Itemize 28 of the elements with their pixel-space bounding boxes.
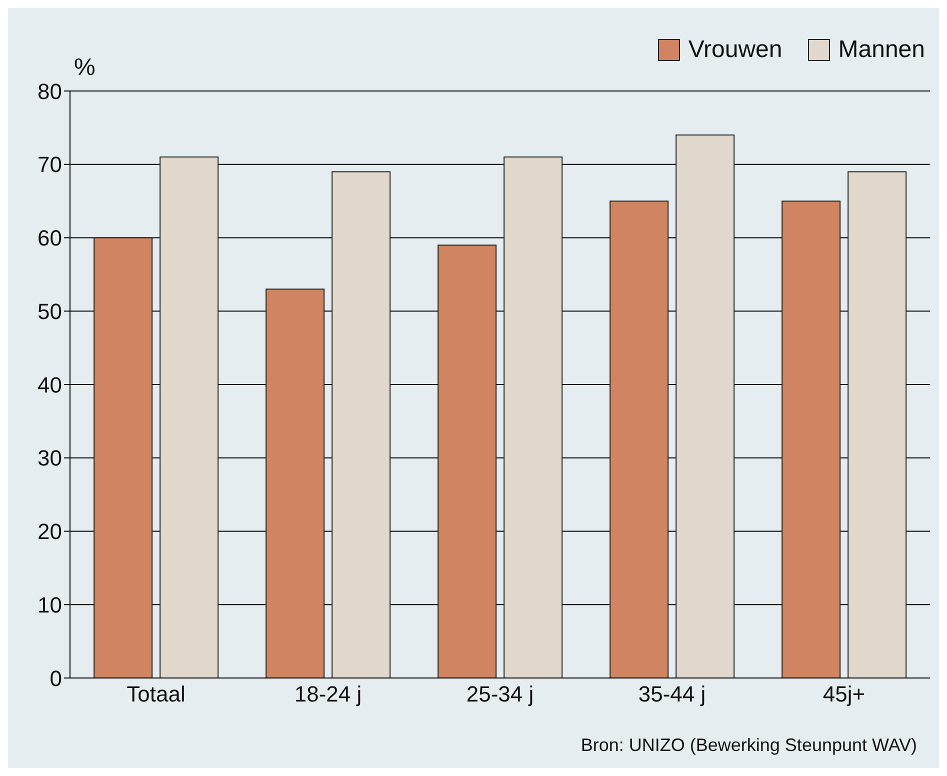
bar [160, 156, 219, 678]
bar [848, 171, 907, 678]
y-axis-title: % [74, 54, 96, 82]
bar [438, 244, 497, 678]
y-tick-label: 60 [38, 226, 62, 251]
x-tick-label: 25-34 j [466, 682, 534, 707]
bar [266, 288, 325, 678]
bar [94, 237, 153, 678]
y-tick-label: 70 [38, 152, 62, 178]
x-tick-label: 35-44 j [638, 682, 706, 707]
text: Bron: UNIZO (Bewerking Steunpunt WAV) [580, 735, 917, 756]
x-tick-label: 18-24 j [294, 682, 362, 707]
y-tick-label: 40 [38, 372, 62, 398]
y-tick-label: 20 [38, 519, 62, 544]
bar [610, 200, 669, 678]
bar [332, 171, 391, 678]
legend-label: Vrouwen [688, 36, 782, 64]
y-tick-label: 30 [38, 446, 62, 471]
y-tick-label: 10 [38, 592, 62, 618]
bar [782, 200, 841, 678]
y-tick-label: 80 [38, 78, 62, 104]
legend-label: Mannen [838, 36, 925, 64]
bar [676, 134, 735, 678]
y-tick-label: 0 [50, 666, 62, 691]
x-tick-label: Totaal [126, 682, 186, 707]
y-tick-label: 50 [38, 298, 62, 324]
bar [504, 156, 563, 678]
x-tick-label: 45j+ [822, 682, 866, 707]
